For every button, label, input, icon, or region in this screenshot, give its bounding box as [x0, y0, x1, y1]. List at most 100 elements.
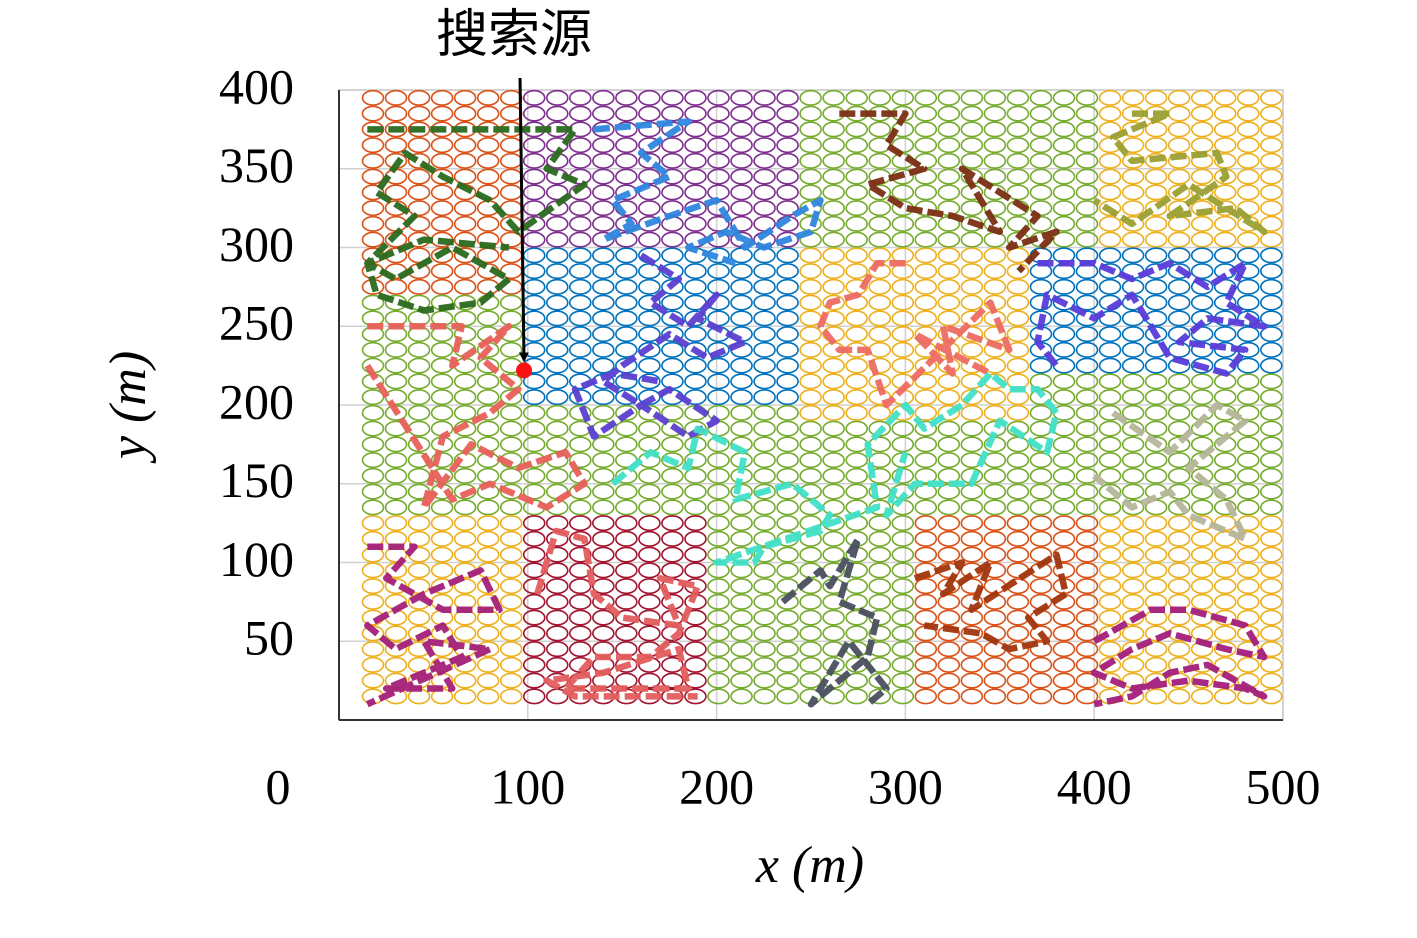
cell [545, 357, 569, 374]
cell [914, 530, 938, 547]
cell [1190, 357, 1214, 374]
cell [1236, 499, 1260, 516]
cell [753, 515, 776, 532]
cell [522, 184, 546, 201]
cell [615, 420, 638, 437]
cell [707, 263, 730, 280]
cell [384, 137, 408, 154]
cell [822, 247, 845, 264]
cell [453, 578, 477, 595]
cell [1029, 578, 1053, 595]
cell [1190, 593, 1214, 610]
cell [1098, 499, 1122, 516]
cell [730, 310, 753, 327]
cell [453, 105, 477, 122]
cell [1098, 530, 1122, 547]
cell [522, 688, 546, 705]
cell [1075, 562, 1099, 579]
cell [499, 609, 523, 626]
cell [1213, 467, 1237, 484]
cell [1075, 215, 1099, 232]
cell [983, 137, 1007, 154]
cell [1098, 467, 1122, 484]
cell [615, 389, 638, 406]
cell [1006, 467, 1030, 484]
y-tick-label: 250 [219, 295, 294, 351]
cell [707, 452, 730, 469]
cell [776, 452, 799, 469]
cell [776, 184, 799, 201]
cell [937, 420, 961, 437]
y-axis-label: y (m) [100, 351, 157, 464]
cell [407, 389, 431, 406]
cell [661, 656, 684, 673]
cell [822, 263, 845, 280]
cell [361, 483, 385, 500]
cell [361, 656, 385, 673]
cell [753, 672, 776, 689]
cell [638, 467, 661, 484]
cell [1167, 452, 1191, 469]
cell [592, 625, 615, 642]
cell [1167, 530, 1191, 547]
cell [730, 688, 753, 705]
cell [937, 278, 961, 295]
cell [522, 436, 546, 453]
cell [361, 641, 385, 658]
cell [753, 420, 776, 437]
cell [1259, 656, 1283, 673]
cell [1029, 672, 1053, 689]
cell [1098, 89, 1122, 106]
cell [776, 168, 799, 185]
cell [753, 436, 776, 453]
cell [707, 389, 730, 406]
region [799, 247, 1030, 421]
cell [1029, 515, 1053, 532]
cell [960, 152, 984, 169]
cell [891, 656, 915, 673]
cell [730, 641, 753, 658]
cell [661, 137, 684, 154]
cell [1075, 341, 1099, 358]
cell [937, 168, 961, 185]
cell [1052, 672, 1076, 689]
cell [453, 152, 477, 169]
cell [1213, 546, 1237, 563]
cell [1144, 530, 1168, 547]
cell [960, 121, 984, 138]
search-path [817, 260, 1013, 409]
cell [1029, 152, 1053, 169]
cell [914, 294, 938, 311]
cell [1098, 326, 1122, 343]
cell [1167, 578, 1191, 595]
cell [776, 562, 799, 579]
cell [1236, 168, 1260, 185]
cell [592, 168, 615, 185]
cell [1029, 200, 1053, 217]
cell [615, 546, 638, 563]
cell [1144, 152, 1168, 169]
cell [545, 294, 569, 311]
cell [1144, 688, 1168, 705]
cell [1052, 168, 1076, 185]
search-path [1090, 606, 1268, 708]
cell [845, 215, 868, 232]
cell [545, 326, 569, 343]
cell [545, 278, 569, 295]
cell [684, 530, 707, 547]
cell [1259, 530, 1283, 547]
cell [845, 404, 868, 421]
cell [822, 152, 845, 169]
cell [753, 389, 776, 406]
cell [1167, 389, 1191, 406]
cell [914, 641, 938, 658]
cell [960, 200, 984, 217]
cell [361, 152, 385, 169]
cell [615, 499, 638, 516]
search-path [571, 252, 749, 440]
cell [845, 389, 868, 406]
cell [638, 89, 661, 106]
cell [638, 168, 661, 185]
cell [868, 452, 892, 469]
cell [776, 436, 799, 453]
